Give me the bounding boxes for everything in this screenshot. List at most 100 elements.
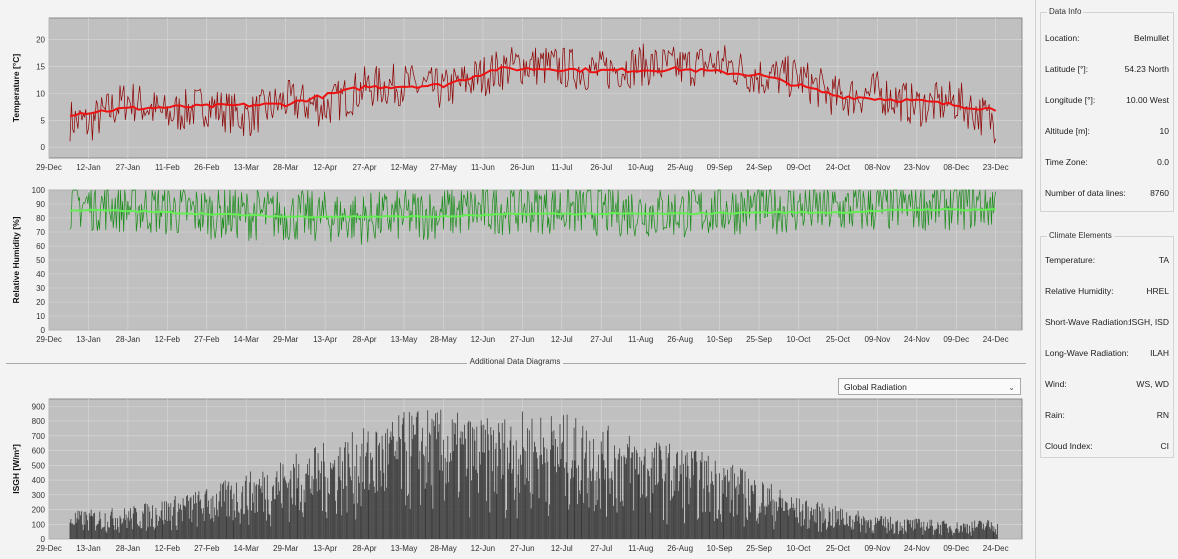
info-panel: Data Info Location: Belmullet Latitude [°]… (1035, 0, 1178, 559)
x-tick-label: 12-Jul (551, 544, 573, 553)
y-axis-label: ISGH [W/m²] (11, 444, 21, 494)
x-tick-label: 08-Nov (864, 163, 890, 172)
info-value: TA (1158, 255, 1169, 265)
info-label: Rain: (1045, 410, 1065, 420)
y-tick-label: 0 (41, 143, 46, 152)
diagram-type-value: Global Radiation (844, 382, 907, 392)
x-tick-label: 27-Feb (194, 544, 220, 553)
x-tick-label: 24-Oct (826, 163, 851, 172)
x-tick-label: 26-Aug (667, 335, 693, 344)
x-tick-label: 27-May (430, 163, 457, 172)
x-tick-label: 08-Dec (943, 163, 969, 172)
x-tick-label: 28-Jan (116, 335, 140, 344)
y-tick-label: 50 (36, 256, 45, 265)
info-value: 0.0 (1157, 157, 1169, 167)
x-tick-label: 24-Sep (746, 163, 772, 172)
y-tick-label: 0 (41, 535, 46, 544)
y-tick-label: 900 (32, 402, 46, 411)
x-tick-label: 27-Jun (510, 544, 534, 553)
y-axis-label: Temperature [°C] (11, 54, 21, 123)
x-tick-label: 28-Jan (116, 544, 140, 553)
x-tick-label: 25-Sep (746, 544, 772, 553)
x-tick-label: 11-Aug (628, 544, 653, 553)
x-tick-label: 13-Apr (313, 544, 337, 553)
info-value: 54.23 North (1124, 64, 1169, 74)
diagram-type-select[interactable]: Global Radiation ⌄ (838, 378, 1021, 395)
x-tick-label: 23-Dec (983, 163, 1009, 172)
info-value: WS, WD (1136, 379, 1169, 389)
x-tick-label: 28-May (430, 544, 457, 553)
radiation-chart: 0 100 200 300 400 500 600 700 800 900 29-Dec 13-Jan… (11, 398, 1023, 553)
y-axis-label: Relative Humidity [%] (11, 216, 21, 303)
y-tick-label: 300 (32, 491, 46, 500)
x-tick-label: 28-Apr (353, 335, 377, 344)
x-tick-label: 25-Oct (826, 544, 851, 553)
x-tick-label: 12-Jun (471, 335, 495, 344)
x-tick-label: 23-Nov (904, 163, 930, 172)
humidity-hourly-line (69, 188, 997, 245)
x-tick-label: 24-Dec (983, 335, 1009, 344)
x-tick-label: 10-Oct (786, 335, 811, 344)
info-value: ISGH, ISD (1129, 317, 1169, 327)
y-tick-label: 5 (41, 116, 46, 125)
x-tick-label: 29-Dec (36, 163, 62, 172)
x-tick-label: 26-Jun (510, 163, 534, 172)
info-value: 8760 (1150, 188, 1169, 198)
y-tick-label: 400 (32, 476, 46, 485)
info-value: HREL (1146, 286, 1169, 296)
x-tick-label: 27-Jul (590, 335, 612, 344)
info-label: Short-Wave Radiation: (1045, 317, 1131, 327)
y-tick-label: 200 (32, 506, 46, 515)
y-tick-label: 10 (36, 312, 45, 321)
info-label: Relative Humidity: (1045, 286, 1114, 296)
climate-elements-group: Climate Elements Temperature: TA Relative … (1040, 231, 1174, 458)
climate-elements-title: Climate Elements (1047, 231, 1114, 240)
x-tick-label: 12-Feb (155, 335, 181, 344)
x-tick-label: 11-Aug (628, 335, 653, 344)
data-info-group: Data Info Location: Belmullet Latitude [°]… (1040, 7, 1174, 212)
x-tick-label: 11-Feb (155, 163, 180, 172)
x-tick-label: 28-Apr (353, 544, 377, 553)
info-label: Cloud Index: (1045, 441, 1093, 451)
x-tick-label: 27-Feb (194, 335, 220, 344)
x-tick-label: 09-Sep (707, 163, 733, 172)
y-tick-label: 20 (36, 36, 45, 45)
x-tick-label: 29-Dec (36, 335, 62, 344)
y-tick-label: 15 (36, 62, 45, 71)
x-tick-label: 10-Aug (628, 163, 654, 172)
y-tick-label: 90 (36, 200, 45, 209)
temperature-mean-line (69, 66, 997, 117)
y-tick-label: 700 (32, 432, 46, 441)
x-tick-label: 12-Jun (471, 544, 495, 553)
temperature-hourly-line (69, 43, 997, 144)
info-label: Altitude [m]: (1045, 126, 1090, 136)
x-tick-label: 27-Jan (116, 163, 140, 172)
y-tick-label: 40 (36, 270, 45, 279)
x-tick-label: 29-Dec (36, 544, 62, 553)
x-tick-label: 13-Jan (76, 335, 100, 344)
x-tick-label: 28-Mar (273, 163, 299, 172)
x-tick-label: 25-Aug (667, 163, 693, 172)
y-tick-label: 0 (41, 326, 46, 335)
info-value: RN (1156, 410, 1169, 420)
x-tick-label: 11-Jul (551, 163, 572, 172)
y-tick-label: 800 (32, 417, 46, 426)
x-tick-label: 24-Dec (983, 544, 1009, 553)
info-value: 10 (1159, 126, 1169, 136)
temperature-chart: 0 5 10 15 20 29-Dec 12-Jan 27-Jan 11-Feb 26-Feb 13… (11, 17, 1023, 172)
radiation-bars (69, 409, 998, 539)
y-tick-label: 600 (32, 447, 46, 456)
x-tick-label: 28-May (430, 335, 457, 344)
x-tick-label: 12-Jan (76, 163, 100, 172)
x-tick-label: 14-Mar (234, 544, 260, 553)
info-label: Wind: (1045, 379, 1067, 389)
info-value: CI (1160, 441, 1170, 451)
x-tick-label: 09-Dec (943, 544, 969, 553)
y-tick-label: 30 (36, 284, 45, 293)
x-tick-label: 24-Nov (904, 544, 930, 553)
humidity-chart: 0 10 20 30 40 50 60 70 80 90 100 29-Dec 13-Jan 28-Jan… (11, 186, 1023, 344)
y-tick-label: 80 (36, 214, 45, 223)
chevron-down-icon: ⌄ (1008, 383, 1015, 392)
info-label: Time Zone: (1045, 157, 1088, 167)
info-label: Number of data lines: (1045, 188, 1126, 198)
